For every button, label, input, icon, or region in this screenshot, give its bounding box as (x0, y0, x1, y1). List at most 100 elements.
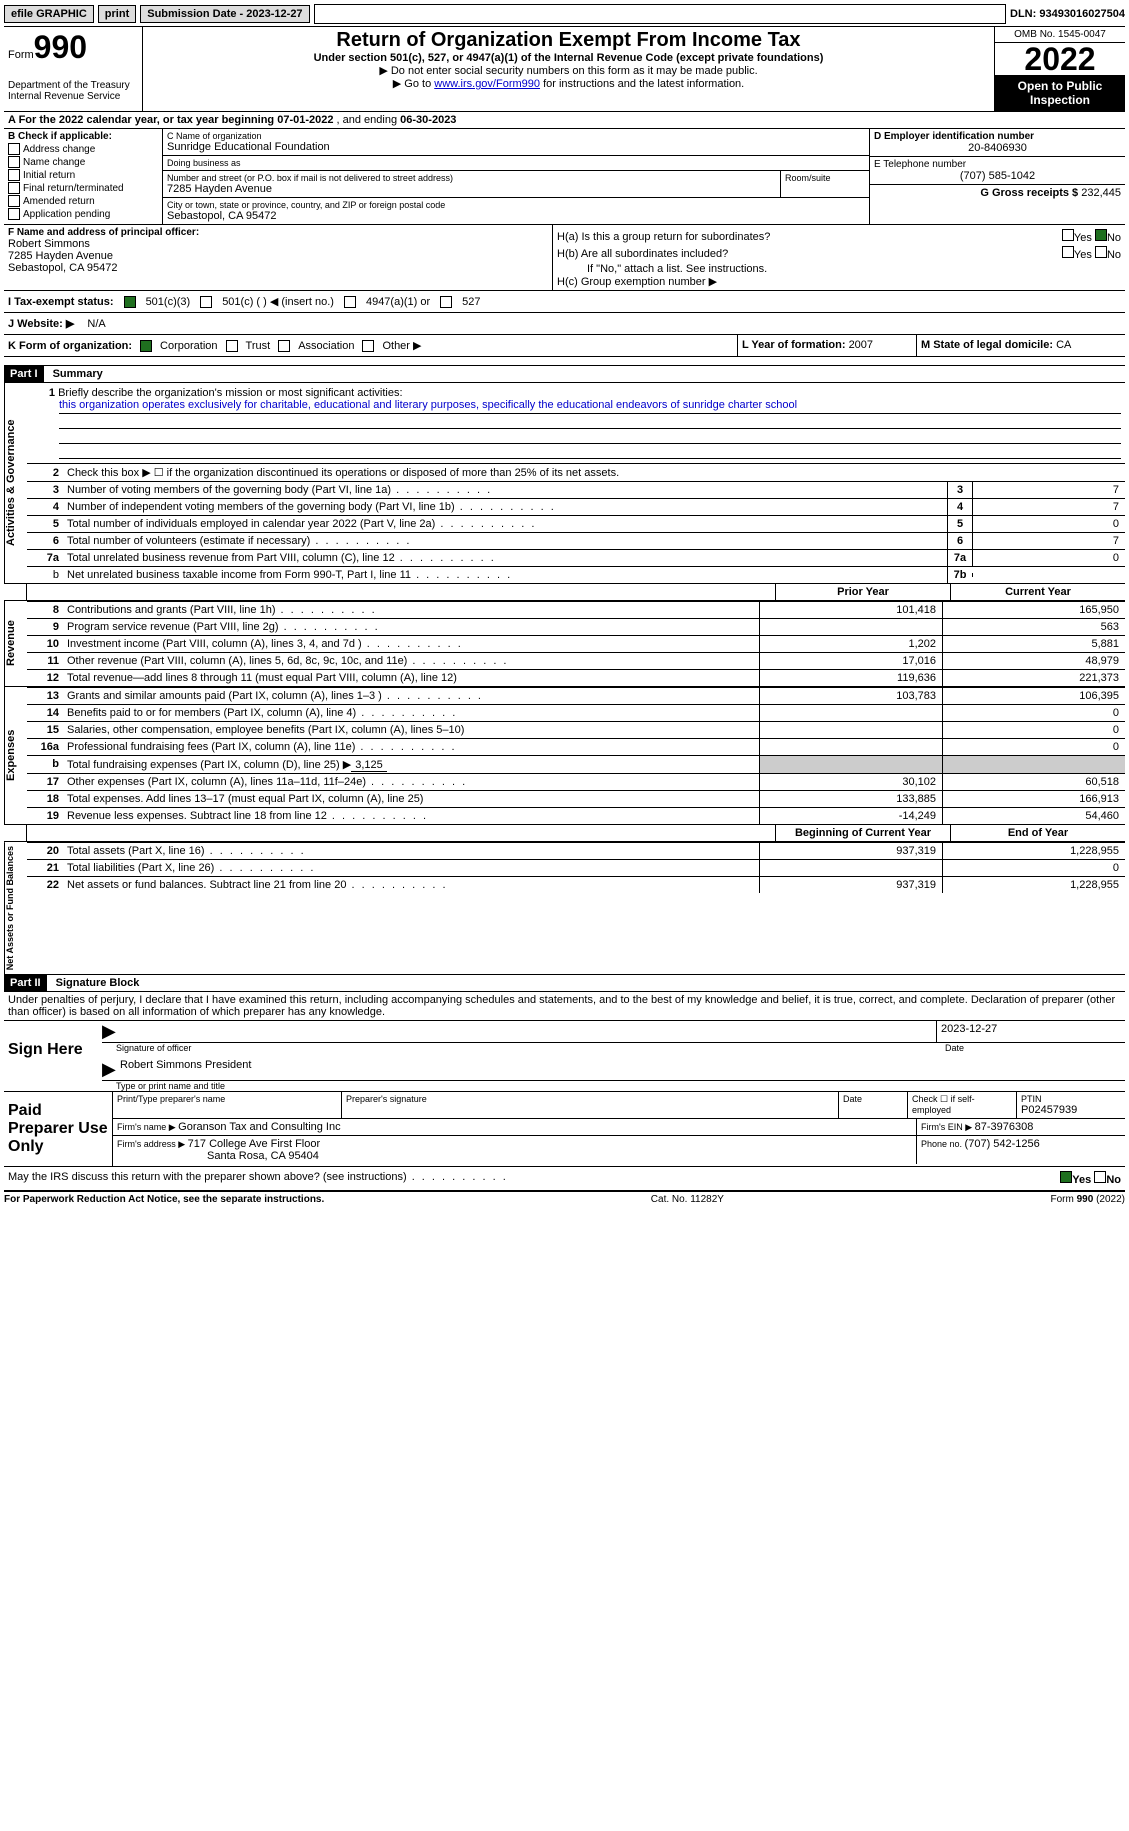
p13: 103,783 (759, 688, 942, 704)
line-9: Program service revenue (Part VIII, line… (63, 619, 759, 635)
4947-checkbox[interactable] (344, 296, 356, 308)
501c-checkbox[interactable] (200, 296, 212, 308)
end-year-header: End of Year (950, 825, 1125, 841)
amended-checkbox[interactable] (8, 195, 20, 207)
instruction-1: ▶ Do not enter social security numbers o… (147, 64, 990, 77)
city-label: City or town, state or province, country… (167, 200, 865, 210)
ha-yes-checkbox[interactable] (1062, 229, 1074, 241)
mission-blank3 (59, 444, 1121, 459)
p16b (759, 756, 942, 773)
treasury-label: Department of the TreasuryInternal Reven… (8, 80, 138, 102)
p18: 133,885 (759, 791, 942, 807)
ptin: P02457939 (1021, 1104, 1121, 1116)
section-k: K Form of organization: Corporation Trus… (4, 335, 737, 356)
amended-label: Amended return (23, 196, 95, 207)
line-20: Total assets (Part X, line 16) (63, 843, 759, 859)
p22: 937,319 (759, 877, 942, 893)
activities-sidebar: Activities & Governance (4, 383, 27, 583)
section-m: M State of legal domicile: CA (916, 335, 1125, 356)
print-button[interactable]: print (98, 5, 136, 23)
officer-name-field: Robert Simmons President (116, 1059, 1125, 1080)
p11: 17,016 (759, 653, 942, 669)
initial-checkbox[interactable] (8, 169, 20, 181)
type-name-caption: Type or print name and title (102, 1081, 1125, 1091)
firm-phone: (707) 542-1256 (965, 1138, 1040, 1150)
assoc-checkbox[interactable] (278, 340, 290, 352)
street-address: 7285 Hayden Avenue (167, 183, 776, 195)
ha-no-checkbox[interactable] (1095, 229, 1107, 241)
efile-button[interactable]: efile GRAPHIC (4, 5, 94, 23)
discuss-row: May the IRS discuss this return with the… (4, 1166, 1125, 1190)
4947-label: 4947(a)(1) or (366, 296, 430, 308)
hc-label: H(c) Group exemption number ▶ (557, 275, 1121, 288)
hb-label: H(b) Are all subordinates included? (557, 248, 728, 260)
org-name: Sunridge Educational Foundation (167, 141, 865, 153)
val-3: 7 (972, 482, 1125, 498)
dln: DLN: 93493016027504 (1010, 8, 1125, 20)
org-name-label: C Name of organization (167, 131, 865, 141)
section-a: A For the 2022 calendar year, or tax yea… (4, 111, 1125, 128)
p8: 101,418 (759, 602, 942, 618)
c15: 0 (942, 722, 1125, 738)
discuss-no-checkbox[interactable] (1094, 1171, 1106, 1183)
other-checkbox[interactable] (362, 340, 374, 352)
form-number: 990 (34, 29, 87, 65)
p14 (759, 705, 942, 721)
begin-end-header: Beginning of Current Year End of Year (4, 824, 1125, 841)
irs-link[interactable]: www.irs.gov/Form990 (434, 78, 540, 90)
501c3-checkbox[interactable] (124, 296, 136, 308)
section-b-label: B Check if applicable: (8, 131, 158, 142)
signature-field[interactable] (116, 1021, 936, 1042)
cat-no: Cat. No. 11282Y (651, 1194, 724, 1205)
c16a: 0 (942, 739, 1125, 755)
p12: 119,636 (759, 670, 942, 686)
expenses-sidebar: Expenses (4, 687, 27, 824)
line-15: Salaries, other compensation, employee b… (63, 722, 759, 738)
hb-note: If "No," attach a list. See instructions… (557, 263, 1121, 275)
trust-checkbox[interactable] (226, 340, 238, 352)
expenses-section: Expenses 13Grants and similar amounts pa… (4, 686, 1125, 824)
top-toolbar: efile GRAPHIC print Submission Date - 20… (4, 4, 1125, 24)
line-16b: Total fundraising expenses (Part IX, col… (63, 756, 759, 773)
firm-addr-label: Firm's address ▶ (117, 1139, 188, 1149)
netassets-section: Net Assets or Fund Balances 20Total asse… (4, 841, 1125, 974)
no-label: No (1107, 232, 1121, 244)
section-f: F Name and address of principal officer:… (4, 225, 553, 290)
final-checkbox[interactable] (8, 182, 20, 194)
527-label: 527 (462, 296, 480, 308)
pending-checkbox[interactable] (8, 208, 20, 220)
toolbar-spacer (314, 4, 1006, 24)
firm-name-label: Firm's name ▶ (117, 1122, 178, 1132)
c21: 0 (942, 860, 1125, 876)
c17: 60,518 (942, 774, 1125, 790)
section-i: I Tax-exempt status: 501(c)(3) 501(c) ( … (4, 290, 1125, 312)
c11: 48,979 (942, 653, 1125, 669)
section-b: B Check if applicable: Address change Na… (4, 129, 163, 224)
discuss-yes-checkbox[interactable] (1060, 1171, 1072, 1183)
c8: 165,950 (942, 602, 1125, 618)
sign-here-label: Sign Here (4, 1021, 92, 1091)
firm-addr2: Santa Rosa, CA 95404 (117, 1150, 319, 1162)
name-change-checkbox[interactable] (8, 156, 20, 168)
name-change-label: Name change (23, 157, 85, 168)
addr-change-checkbox[interactable] (8, 143, 20, 155)
ha-label: H(a) Is this a group return for subordin… (557, 231, 770, 243)
line-2: Check this box ▶ ☐ if the organization d… (63, 464, 1125, 481)
corp-checkbox[interactable] (140, 340, 152, 352)
hb-no-checkbox[interactable] (1095, 246, 1107, 258)
hb-yes-checkbox[interactable] (1062, 246, 1074, 258)
mission-text: this organization operates exclusively f… (59, 399, 1121, 414)
form-word: Form (8, 49, 34, 61)
submission-date: Submission Date - 2023-12-27 (140, 5, 309, 23)
part-1-tag: Part I (4, 366, 44, 382)
pending-label: Application pending (23, 209, 110, 220)
527-checkbox[interactable] (440, 296, 452, 308)
preparer-label: Paid Preparer Use Only (4, 1092, 113, 1166)
val-7b (972, 573, 1125, 577)
form-subtitle: Under section 501(c), 527, or 4947(a)(1)… (147, 52, 990, 64)
p16a (759, 739, 942, 755)
self-employed: Check ☐ if self-employed (908, 1092, 1017, 1118)
line-3: Number of voting members of the governin… (63, 482, 947, 498)
tax-year: 2022 (995, 43, 1125, 75)
assoc-label: Association (298, 340, 354, 352)
